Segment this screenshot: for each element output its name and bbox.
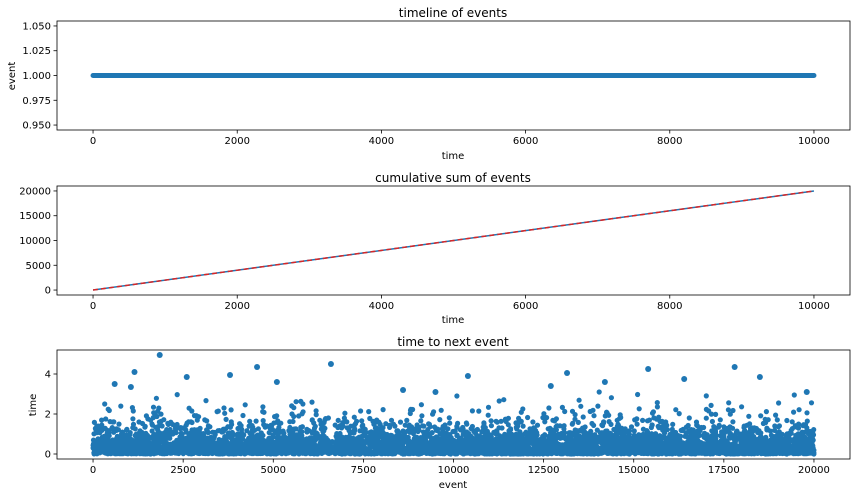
chart-title-cumulative: cumulative sum of events	[375, 171, 531, 185]
y-tick-label: 2	[45, 410, 51, 421]
y-axis-label-timeline: event	[7, 62, 18, 91]
x-axis-label-timeline: time	[442, 151, 465, 162]
y-axis-label-time-to-next: time	[28, 394, 39, 417]
y-tick-label: 10000	[19, 236, 51, 247]
x-tick-label: 12500	[528, 465, 560, 476]
x-tick-label: 4000	[369, 136, 394, 147]
x-tick-label: 20000	[798, 465, 830, 476]
panel-timeline: timeline of events 0 2000 4000 6000 8000 1000…	[7, 6, 851, 162]
x-axis-cumulative: 0 2000 4000 6000 8000 10000	[90, 295, 830, 312]
y-axis-cumulative: 0 5000 10000 15000 20000	[19, 186, 57, 297]
x-tick-label: 5000	[261, 465, 286, 476]
y-axis-timeline: 0.950 0.975 1.000 1.025 1.050	[22, 21, 57, 132]
x-tick-label: 2500	[170, 465, 195, 476]
interval-point	[227, 372, 234, 378]
interval-point	[131, 369, 138, 375]
x-tick-label: 8000	[657, 301, 682, 312]
chart-title-time-to-next: time to next event	[397, 335, 509, 349]
x-axis-label-time-to-next: event	[439, 480, 468, 491]
interval-point	[327, 361, 334, 367]
interval-point	[803, 389, 810, 395]
x-tick-label: 10000	[798, 301, 830, 312]
x-tick-label: 10000	[798, 136, 830, 147]
y-tick-label: 5000	[26, 261, 51, 272]
interval-point	[127, 384, 134, 390]
x-axis-timeline: 0 2000 4000 6000 8000 10000	[90, 130, 830, 147]
interval-point	[156, 352, 163, 358]
x-tick-label: 2000	[225, 301, 250, 312]
y-tick-label: 4	[45, 370, 51, 381]
interval-point	[464, 373, 471, 379]
y-axis-time-to-next: 0 2 4	[45, 370, 57, 461]
y-tick-label: 1.025	[22, 46, 51, 57]
x-tick-label: 0	[90, 301, 96, 312]
interval-point	[731, 364, 738, 370]
y-tick-label: 1.050	[22, 21, 51, 32]
x-axis-label-cumulative: time	[442, 315, 465, 326]
y-tick-label: 0	[45, 450, 51, 461]
x-tick-label: 2000	[225, 136, 250, 147]
interval-point	[111, 381, 118, 387]
interval-point	[183, 374, 190, 380]
x-tick-label: 0	[90, 465, 96, 476]
interval-point	[756, 374, 763, 380]
panel-cumulative: cumulative sum of events 0 2000 4000 6000 80…	[19, 171, 851, 326]
chart-title-timeline: timeline of events	[399, 6, 507, 20]
panel-time-to-next: time to next event 0 2500 5000 7500 10000 125…	[28, 335, 851, 491]
cumsum-reference-line	[92, 190, 815, 291]
x-tick-label: 0	[90, 136, 96, 147]
interval-point	[273, 379, 280, 385]
x-tick-label: 10000	[438, 465, 470, 476]
interval-point	[254, 364, 261, 370]
y-tick-label: 20000	[19, 186, 51, 197]
interval-point	[432, 389, 439, 395]
interval-point	[547, 383, 554, 389]
x-axis-time-to-next: 0 2500 5000 7500 10000 12500 15000 17500 20000	[90, 459, 830, 476]
interval-point	[400, 387, 407, 393]
x-tick-label: 6000	[513, 301, 538, 312]
x-tick-label: 15000	[618, 465, 650, 476]
x-tick-label: 17500	[708, 465, 740, 476]
y-tick-label: 0.950	[22, 121, 51, 132]
interval-point	[564, 370, 571, 376]
interval-point	[601, 379, 608, 385]
x-tick-label: 8000	[657, 136, 682, 147]
interval-point	[645, 366, 652, 372]
series-intervals	[90, 352, 817, 457]
x-tick-label: 4000	[369, 301, 394, 312]
interval-points	[90, 389, 817, 457]
x-tick-label: 7500	[351, 465, 376, 476]
y-tick-label: 1.000	[22, 71, 51, 82]
y-tick-label: 0	[45, 286, 51, 297]
interval-point	[681, 376, 688, 382]
series-cumsum	[92, 190, 815, 291]
x-tick-label: 6000	[513, 136, 538, 147]
y-tick-label: 15000	[19, 211, 51, 222]
y-tick-label: 0.975	[22, 96, 51, 107]
